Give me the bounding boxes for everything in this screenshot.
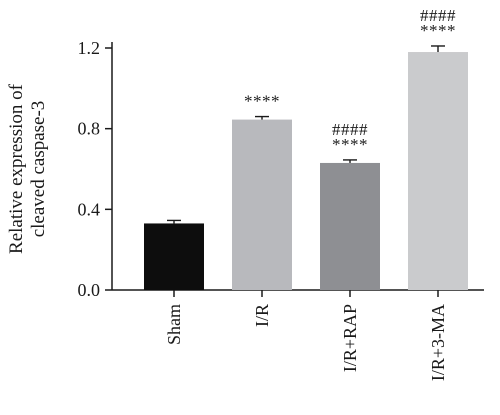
- x-category-label: I/R: [252, 304, 272, 327]
- bar: [408, 52, 468, 291]
- x-category-label: I/R+3-MA: [428, 304, 448, 381]
- bar: [144, 223, 204, 290]
- significance-label: ****: [420, 21, 456, 40]
- y-tick-label: 0.0: [78, 280, 101, 300]
- y-tick-label: 1.2: [78, 38, 101, 58]
- significance-label: ****: [244, 92, 280, 111]
- significance-label: ####: [420, 6, 456, 25]
- y-axis-title: Relative expression of cleaved caspase-3: [6, 83, 49, 254]
- y-axis-title-line: cleaved caspase-3: [28, 101, 49, 238]
- bar: [320, 162, 380, 290]
- significance-label: ####: [332, 120, 368, 139]
- significance-label: ****: [332, 135, 368, 154]
- y-axis-title-line: Relative expression of: [6, 83, 27, 254]
- y-tick-label: 0.4: [78, 199, 101, 219]
- x-category-label: Sham: [164, 304, 184, 345]
- x-category-label: I/R+RAP: [340, 304, 360, 372]
- y-tick-label: 0.8: [78, 119, 101, 139]
- bar: [232, 119, 292, 290]
